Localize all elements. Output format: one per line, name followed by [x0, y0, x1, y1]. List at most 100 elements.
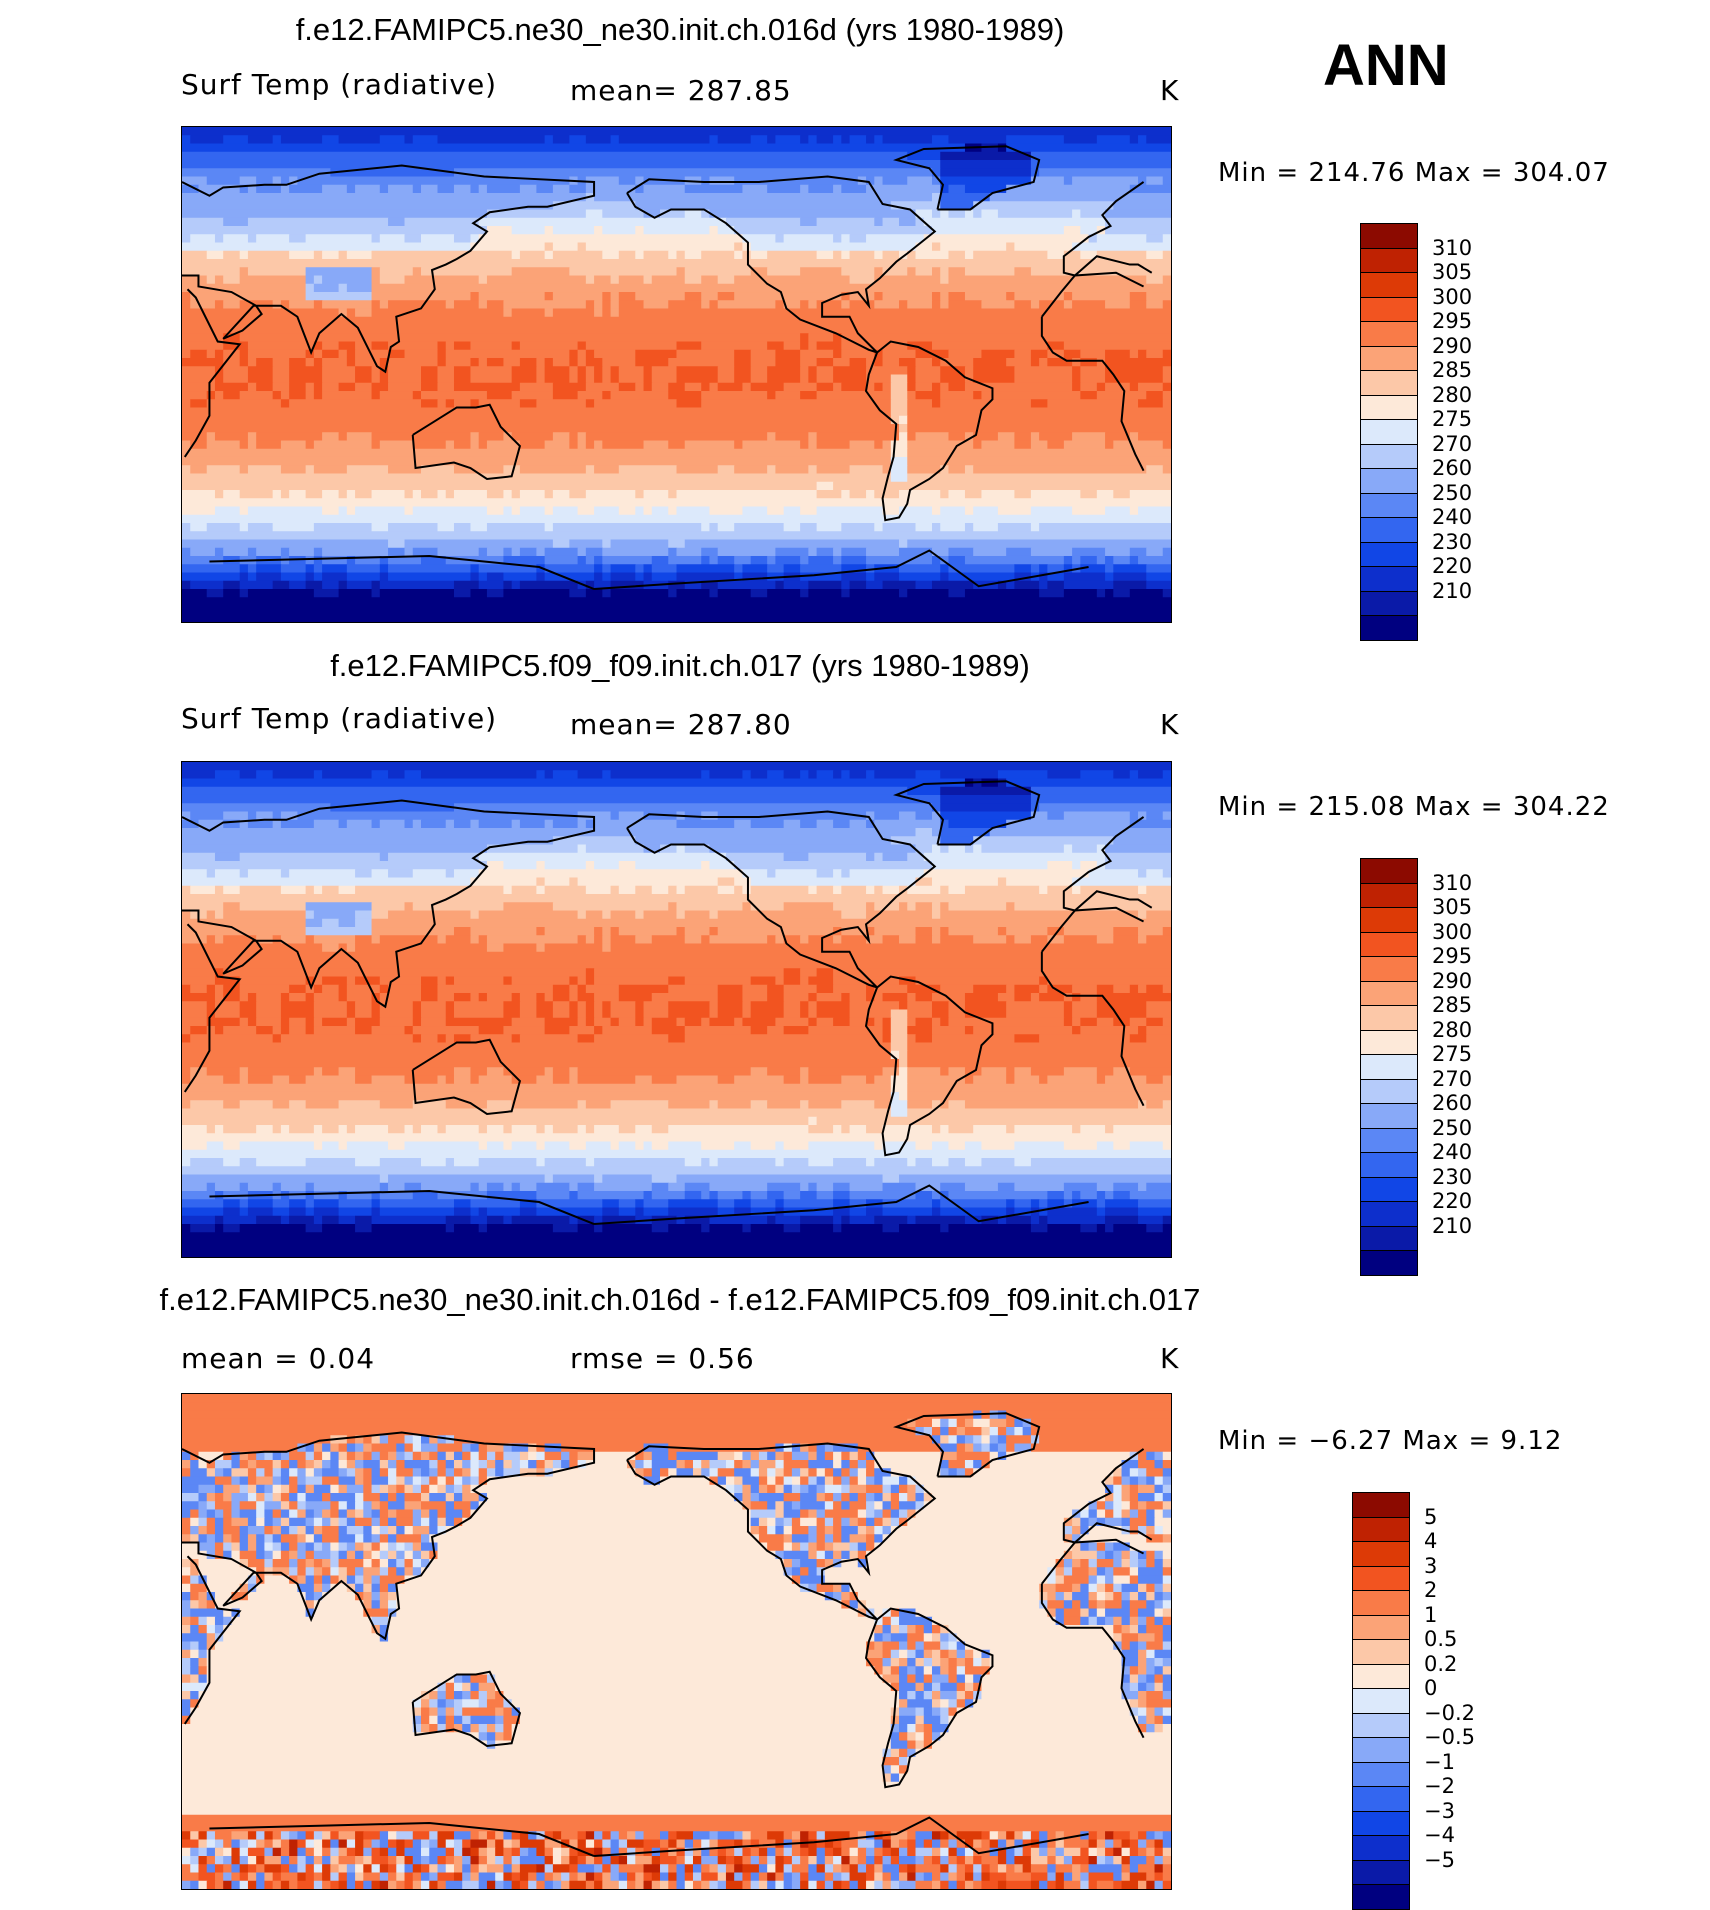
panel-3-units: K	[1160, 1342, 1179, 1375]
colorbar-swatch	[1352, 1786, 1410, 1812]
colorbar-swatch	[1352, 1590, 1410, 1616]
colorbar-label: 280	[1432, 385, 1472, 406]
colorbar-swatch	[1360, 248, 1418, 274]
colorbar-swatch	[1360, 468, 1418, 494]
map-canvas	[182, 127, 1171, 622]
colorbar-label: 240	[1432, 507, 1472, 528]
colorbar-label: 305	[1432, 262, 1472, 283]
colorbar-swatch	[1360, 858, 1418, 884]
colorbar-label: 0.5	[1424, 1629, 1457, 1650]
colorbar-label: −1	[1424, 1752, 1455, 1773]
colorbar-swatch	[1360, 370, 1418, 396]
colorbar-swatch	[1360, 1226, 1418, 1252]
colorbar-swatch	[1360, 444, 1418, 470]
colorbar-swatch	[1352, 1688, 1410, 1714]
colorbar-swatch	[1360, 1152, 1418, 1178]
colorbar-swatch	[1360, 1128, 1418, 1154]
colorbar-label: 1	[1424, 1605, 1437, 1626]
colorbar-label: 275	[1432, 409, 1472, 430]
colorbar-label: 250	[1432, 483, 1472, 504]
panel-2-min-max: Min = 215.08 Max = 304.22	[1218, 792, 1610, 822]
colorbar-label: 210	[1432, 581, 1472, 602]
panel-2-variable-label: Surf Temp (radiative)	[181, 702, 497, 735]
colorbar-label: 0.2	[1424, 1654, 1457, 1675]
panel-1-min-label: Min	[1218, 158, 1267, 188]
colorbar-label: 220	[1432, 556, 1472, 577]
colorbar-swatch	[1360, 346, 1418, 372]
colorbar-label: −0.5	[1424, 1727, 1475, 1748]
colorbar-swatch	[1360, 956, 1418, 982]
colorbar-label: 305	[1432, 897, 1472, 918]
colorbar-label: 290	[1432, 971, 1472, 992]
season-label: ANN	[1323, 32, 1449, 99]
panel-2-max-value: 304.22	[1513, 792, 1610, 822]
panel-2-units: K	[1160, 708, 1179, 741]
colorbar-swatch	[1352, 1884, 1410, 1910]
colorbar-label: −5	[1424, 1850, 1455, 1871]
colorbar-swatch	[1360, 395, 1418, 421]
colorbar-swatch	[1360, 1250, 1418, 1276]
colorbar-swatch	[1360, 907, 1418, 933]
colorbar-swatch	[1360, 981, 1418, 1007]
panel-1-units: K	[1160, 74, 1179, 107]
colorbar-swatch	[1360, 517, 1418, 543]
colorbar-swatch	[1352, 1811, 1410, 1837]
panel-1-map	[181, 126, 1172, 623]
colorbar-label: −2	[1424, 1776, 1455, 1797]
panel-3-mean-label: mean = 0.04	[181, 1342, 375, 1375]
colorbar-label: 230	[1432, 1167, 1472, 1188]
colorbar-swatch	[1352, 1566, 1410, 1592]
panel-1-max-value: 304.07	[1513, 158, 1610, 188]
colorbar-swatch	[1360, 932, 1418, 958]
colorbar-label: 260	[1432, 1093, 1472, 1114]
panel-2-title: f.e12.FAMIPC5.f09_f09.init.ch.017 (yrs 1…	[110, 648, 1250, 684]
colorbar-swatch	[1360, 1079, 1418, 1105]
colorbar-label: 285	[1432, 995, 1472, 1016]
map-canvas	[182, 1394, 1171, 1889]
panel-1-max-label: Max	[1415, 158, 1472, 188]
colorbar-swatch	[1360, 223, 1418, 249]
colorbar-label: −0.2	[1424, 1703, 1475, 1724]
panel-3-map	[181, 1393, 1172, 1890]
colorbar-swatch	[1360, 566, 1418, 592]
panel-3-rmse-label: rmse = 0.56	[570, 1342, 755, 1375]
panel-3-min-value: −6.27	[1308, 1426, 1393, 1456]
colorbar-label: 275	[1432, 1044, 1472, 1065]
colorbar-swatch	[1360, 493, 1418, 519]
colorbar-swatch	[1360, 1005, 1418, 1031]
colorbar-swatch	[1360, 1177, 1418, 1203]
colorbar-label: 295	[1432, 946, 1472, 967]
colorbar-swatch	[1352, 1762, 1410, 1788]
colorbar-swatch	[1360, 542, 1418, 568]
panel-3-max-label: Max	[1402, 1426, 1459, 1456]
colorbar-swatch	[1352, 1541, 1410, 1567]
panel-2-map	[181, 761, 1172, 1258]
colorbar-swatch	[1352, 1639, 1410, 1665]
panel-2-min-label: Min	[1218, 792, 1267, 822]
colorbar-swatch	[1352, 1737, 1410, 1763]
map-canvas	[182, 762, 1171, 1257]
colorbar-label: 310	[1432, 873, 1472, 894]
colorbar-swatch	[1360, 591, 1418, 617]
colorbar-label: −3	[1424, 1801, 1455, 1822]
colorbar-label: 290	[1432, 336, 1472, 357]
panel-3-max-value: 9.12	[1501, 1426, 1563, 1456]
colorbar-swatch	[1360, 883, 1418, 909]
colorbar-swatch	[1352, 1664, 1410, 1690]
panel-2-min-value: 215.08	[1308, 792, 1405, 822]
colorbar-label: 260	[1432, 458, 1472, 479]
map-field	[182, 762, 1171, 1257]
colorbar-label: 4	[1424, 1531, 1437, 1552]
colorbar-swatch	[1360, 615, 1418, 641]
panel-2-max-label: Max	[1415, 792, 1472, 822]
colorbar-label: 280	[1432, 1020, 1472, 1041]
colorbar-swatch	[1352, 1517, 1410, 1543]
colorbar-swatch	[1360, 321, 1418, 347]
colorbar-label: 5	[1424, 1507, 1437, 1528]
colorbar-label: 295	[1432, 311, 1472, 332]
colorbar-label: 270	[1432, 434, 1472, 455]
colorbar-swatch	[1360, 297, 1418, 323]
colorbar-label: 300	[1432, 287, 1472, 308]
map-field	[182, 1394, 1171, 1889]
colorbar-label: 240	[1432, 1142, 1472, 1163]
